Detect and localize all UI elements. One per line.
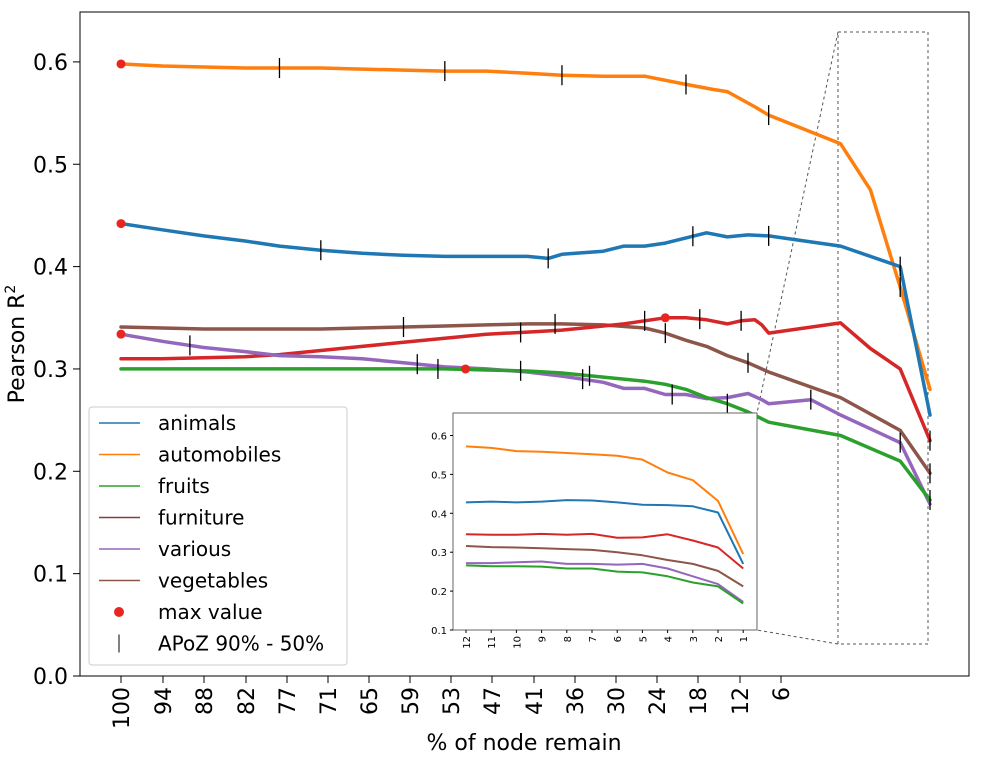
inset-series-line-various: [466, 560, 744, 603]
inset-y-tick-label: 0.6: [431, 432, 447, 443]
inset-chart: 0.1 0.2 0.3 0.4 0.5 0.6 12 11 10 9 8 7 6 5 4 3 2 1: [431, 412, 758, 649]
inset-y-tick-label: 0.1: [431, 626, 447, 637]
legend-label: fruits: [158, 474, 210, 498]
inset-y-axis: 0.1 0.2 0.3 0.4 0.5 0.6: [431, 432, 453, 637]
max-value-marker-various: [116, 329, 126, 339]
y-tick-label: 0.4: [33, 256, 68, 281]
plot-frame: [79, 11, 970, 677]
inset-x-tick-label: 5: [638, 636, 649, 642]
x-tick-label: 24: [646, 687, 671, 715]
x-tick-label: 88: [193, 687, 218, 715]
x-tick-label: 47: [481, 687, 506, 715]
inset-x-tick-label: 12: [462, 636, 473, 649]
max-value-marker-fruits: [461, 364, 470, 374]
zoom-region-box: [837, 31, 929, 645]
x-tick-label: 71: [317, 687, 342, 715]
inset-series-line-fruits: [465, 564, 744, 605]
legend-label: vegetables: [158, 569, 268, 593]
inset-x-axis: 12 11 10 9 8 7 6 5 4 3 2 1: [462, 630, 750, 649]
inset-series-line-furniture: [465, 532, 744, 570]
legend-label: APoZ 90% - 50%: [158, 632, 324, 656]
legend-label: various: [158, 537, 231, 561]
series-line-furniture: [119, 316, 932, 443]
x-tick-label: 30: [605, 687, 630, 715]
x-tick-label: 94: [152, 687, 177, 715]
y-tick-label: 0.0: [33, 665, 68, 690]
inset-frame: [452, 412, 758, 631]
inset-x-tick-label: 11: [487, 636, 498, 649]
inset-x-tick-label: 2: [714, 636, 725, 642]
inset-x-tick-label: 4: [664, 636, 675, 642]
x-tick-label: 59: [399, 687, 424, 715]
inset-series-line-vegetables: [465, 545, 744, 588]
legend-swatch-max-value: [114, 607, 124, 617]
inset-y-tick-label: 0.2: [431, 587, 447, 598]
inset-x-tick-label: 10: [512, 636, 523, 649]
inset-y-tick-label: 0.5: [431, 470, 447, 481]
inset-y-tick-label: 0.3: [431, 548, 447, 559]
inset-x-tick-label: 3: [689, 636, 700, 642]
inset-x-tick-label: 1: [739, 636, 750, 642]
inset-x-tick-label: 6: [613, 636, 624, 642]
x-tick-label: 100: [110, 687, 135, 729]
series-line-various: [119, 332, 932, 506]
y-axis-label: Pearson R2: [3, 285, 30, 404]
x-tick-label: 53: [440, 687, 465, 715]
y-tick-label: 0.3: [33, 358, 68, 383]
x-tick-label: 82: [235, 687, 260, 715]
legend: animals automobiles fruits furniture various…: [88, 406, 348, 666]
x-tick-label: 12: [729, 687, 754, 715]
x-tick-label: 6: [770, 687, 795, 701]
max-value-marker-automobiles: [116, 59, 126, 69]
max-value-marker-furniture: [660, 313, 670, 323]
x-tick-label: 77: [276, 687, 301, 715]
max-value-marker-animals: [116, 219, 126, 229]
y-tick-label: 0.2: [33, 460, 68, 485]
inset-x-tick-label: 8: [563, 636, 574, 642]
series-line-animals: [119, 221, 932, 417]
y-axis: 0.0 0.1 0.2 0.3 0.4 0.5 0.6: [33, 51, 80, 690]
y-tick-label: 0.5: [33, 153, 68, 178]
zoom-connector-top: [756, 31, 839, 414]
legend-label: max value: [158, 600, 263, 624]
max-marker-group: [116, 59, 670, 374]
series-line-vegetables: [119, 322, 932, 476]
x-axis: 100 94 88 82 77 71 65 59 53 47 41 36 30 24 18 12 6: [110, 676, 795, 729]
inset-x-tick-label: 7: [588, 636, 599, 642]
y-axis-label-main: Pearson R: [5, 294, 30, 404]
apoz-marker-group: [189, 58, 931, 510]
inset-series-line-animals: [465, 499, 745, 565]
inset-y-tick-label: 0.4: [431, 509, 447, 520]
y-axis-label-superscript: 2: [3, 285, 19, 294]
legend-label: automobiles: [158, 443, 281, 467]
x-tick-label: 18: [687, 687, 712, 715]
x-axis-label: % of node remain: [426, 731, 621, 756]
legend-box: [88, 406, 348, 666]
inset-x-tick-label: 9: [538, 636, 549, 642]
x-tick-label: 41: [523, 687, 548, 715]
inset-series-line-automobiles: [465, 445, 745, 555]
x-tick-label: 36: [564, 687, 589, 715]
zoom-connector-bottom: [756, 629, 839, 645]
legend-label: animals: [158, 411, 236, 435]
inset-series-group: [465, 445, 745, 605]
x-tick-label: 65: [358, 687, 383, 715]
y-tick-label: 0.6: [33, 51, 68, 76]
y-tick-label: 0.1: [33, 563, 68, 588]
legend-label: furniture: [158, 506, 244, 530]
